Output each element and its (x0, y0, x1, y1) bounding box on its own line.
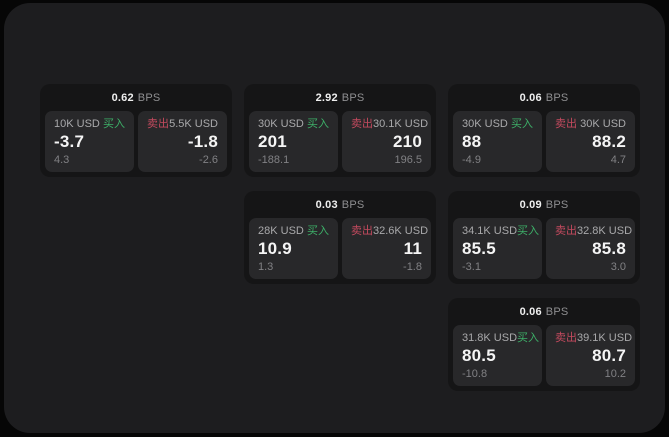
sell-change: 10.2 (604, 368, 626, 380)
quote-card: 0.09 BPS 34.1K USD 买入 85.5 -3.1 卖出 32.8K… (448, 191, 640, 284)
buy-change: 4.3 (54, 154, 70, 166)
buy-panel[interactable]: 34.1K USD 买入 85.5 -3.1 (453, 218, 542, 279)
bps-value: 0.03 (315, 198, 338, 211)
buy-label: 买入 (307, 118, 329, 130)
bps-value: 0.09 (519, 198, 542, 211)
quote-card: 0.06 BPS 31.8K USD 买入 80.5 -10.8 卖出 39.1… (448, 298, 640, 391)
sell-change: 196.5 (394, 154, 422, 166)
buy-label: 买入 (103, 118, 125, 130)
bps-unit: BPS (137, 91, 161, 104)
bps-unit: BPS (545, 305, 569, 318)
sell-notional: 39.1K USD (577, 332, 633, 344)
quotes-panel: 0.62 BPS 10K USD 买入 -3.7 4.3 卖出 5.5K USD… (4, 3, 665, 433)
buy-price: 88 (462, 132, 482, 151)
buy-notional: 30K USD (462, 118, 508, 130)
bps-value: 0.62 (111, 91, 134, 104)
buy-change: -4.9 (462, 154, 481, 166)
buy-panel[interactable]: 10K USD 买入 -3.7 4.3 (45, 111, 134, 172)
buy-change: -3.1 (462, 261, 481, 273)
sell-label: 卖出 (351, 118, 373, 130)
bps-header: 0.09 BPS (453, 191, 635, 218)
buy-price: -3.7 (54, 132, 85, 151)
sell-label: 卖出 (555, 225, 577, 237)
sell-panel[interactable]: 卖出 30.1K USD 210 196.5 (342, 111, 431, 172)
sell-notional: 5.5K USD (169, 118, 218, 130)
bps-unit: BPS (341, 198, 365, 211)
sell-price: -1.8 (187, 132, 218, 151)
buy-change: -10.8 (462, 368, 488, 380)
bps-unit: BPS (341, 91, 365, 104)
buy-label: 买入 (511, 118, 533, 130)
sell-panel[interactable]: 卖出 5.5K USD -1.8 -2.6 (138, 111, 227, 172)
buy-notional: 28K USD (258, 225, 304, 237)
buy-panel[interactable]: 30K USD 买入 88 -4.9 (453, 111, 542, 172)
buy-panel[interactable]: 31.8K USD 买入 80.5 -10.8 (453, 325, 542, 386)
sell-label: 卖出 (555, 118, 577, 130)
sell-price: 80.7 (592, 346, 626, 365)
buy-price: 85.5 (462, 239, 496, 258)
sell-panel[interactable]: 卖出 32.8K USD 85.8 3.0 (546, 218, 635, 279)
quote-card: 0.06 BPS 30K USD 买入 88 -4.9 卖出 30K USD 8… (448, 84, 640, 177)
bps-value: 2.92 (315, 91, 338, 104)
buy-notional: 31.8K USD (462, 332, 518, 344)
buy-label: 买入 (517, 332, 540, 344)
buy-label: 买入 (307, 225, 329, 237)
buy-price: 10.9 (258, 239, 292, 258)
sell-price: 85.8 (592, 239, 626, 258)
sell-notional: 30K USD (580, 118, 626, 130)
bps-header: 0.06 BPS (453, 84, 635, 111)
buy-panel[interactable]: 28K USD 买入 10.9 1.3 (249, 218, 338, 279)
sell-price: 11 (403, 239, 422, 258)
buy-price: 201 (258, 132, 287, 151)
buy-change: 1.3 (258, 261, 274, 273)
buy-label: 买入 (517, 225, 540, 237)
quote-card: 0.03 BPS 28K USD 买入 10.9 1.3 卖出 32.6K US… (244, 191, 436, 284)
sell-panel[interactable]: 卖出 39.1K USD 80.7 10.2 (546, 325, 635, 386)
sell-price: 210 (393, 132, 422, 151)
bps-header: 2.92 BPS (249, 84, 431, 111)
sell-change: -1.8 (403, 261, 422, 273)
sell-label: 卖出 (147, 118, 169, 130)
sell-price: 88.2 (592, 132, 626, 151)
sell-panel[interactable]: 卖出 30K USD 88.2 4.7 (546, 111, 635, 172)
sell-notional: 32.6K USD (373, 225, 429, 237)
bps-header: 0.03 BPS (249, 191, 431, 218)
sell-label: 卖出 (555, 332, 577, 344)
bps-unit: BPS (545, 91, 569, 104)
sell-label: 卖出 (351, 225, 373, 237)
quote-card: 0.62 BPS 10K USD 买入 -3.7 4.3 卖出 5.5K USD… (40, 84, 232, 177)
bps-header: 0.06 BPS (453, 298, 635, 325)
bps-header: 0.62 BPS (45, 84, 227, 111)
buy-change: -188.1 (258, 154, 290, 166)
sell-panel[interactable]: 卖出 32.6K USD 11 -1.8 (342, 218, 431, 279)
sell-notional: 32.8K USD (577, 225, 633, 237)
quote-card: 2.92 BPS 30K USD 买入 201 -188.1 卖出 30.1K … (244, 84, 436, 177)
bps-unit: BPS (545, 198, 569, 211)
buy-notional: 34.1K USD (462, 225, 518, 237)
buy-panel[interactable]: 30K USD 买入 201 -188.1 (249, 111, 338, 172)
sell-change: -2.6 (199, 154, 218, 166)
bps-value: 0.06 (519, 305, 542, 318)
buy-notional: 30K USD (258, 118, 304, 130)
sell-change: 3.0 (610, 261, 626, 273)
sell-change: 4.7 (610, 154, 626, 166)
buy-price: 80.5 (462, 346, 496, 365)
buy-notional: 10K USD (54, 118, 100, 130)
sell-notional: 30.1K USD (373, 118, 429, 130)
bps-value: 0.06 (519, 91, 542, 104)
